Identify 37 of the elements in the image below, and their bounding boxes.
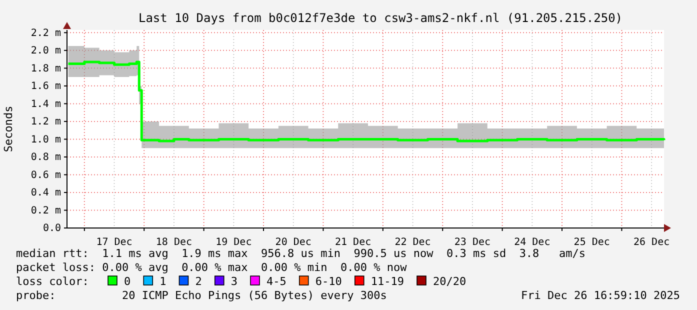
y-tick-label: 1.0 m xyxy=(30,134,61,146)
legend-label: 6-10 xyxy=(315,275,342,288)
y-axis-title: Seconds xyxy=(2,106,15,152)
y-tick-label: 1.4 m xyxy=(30,98,61,110)
y-tick-label: 0.4 m xyxy=(30,188,61,199)
y-tick-label: 0.0 xyxy=(42,223,61,234)
text: probe: 20 ICMP Echo Pings (56 Bytes) every 300s xyxy=(16,289,387,302)
x-tick-label: 17 Dec xyxy=(96,237,132,248)
legend-label: 20/20 xyxy=(433,275,466,288)
x-tick-label: 21 Dec xyxy=(335,237,372,248)
text: median rtt: 1.1 ms avg 1.9 ms max 956.8 us min 990.5 us now 0.3 ms sd 3.8 am/s xyxy=(16,247,586,260)
legend-label: 0 xyxy=(124,275,131,288)
y-tick-label: 1.2 m xyxy=(30,116,61,128)
chart-title: Last 10 Days from b0c012f7e3de to csw3-ams2-nkf.nl (91.205.215.250) xyxy=(138,11,623,25)
y-tick-label: 2.0 m xyxy=(30,46,61,57)
text: packet loss: 0.00 % avg 0.00 % max 0.00 % min 0.00 % now xyxy=(16,261,408,274)
legend-label: 1 xyxy=(160,275,166,288)
x-tick-label: 19 Dec xyxy=(216,237,252,248)
x-tick-label: 26 Dec xyxy=(634,237,670,248)
legend-label: 2 xyxy=(195,275,202,288)
x-tick-label: 20 Dec xyxy=(275,237,312,248)
x-tick-label: 22 Dec xyxy=(394,237,431,248)
legend-label: 3 xyxy=(230,275,238,288)
y-tick-label: 0.6 m xyxy=(30,170,61,181)
legend-label: 11-19 xyxy=(370,275,404,288)
y-tick-label: 0.2 m xyxy=(30,205,61,216)
legend-title: loss color: xyxy=(16,275,89,288)
y-tick-label: 1.6 m xyxy=(30,81,61,92)
x-tick-label: 24 Dec xyxy=(514,237,550,248)
x-tick-label: 25 Dec xyxy=(574,237,610,248)
y-tick-label: 2.2 m xyxy=(30,28,61,39)
y-tick-label: 1.8 m xyxy=(30,63,61,74)
x-tick-label: 18 Dec xyxy=(156,237,192,248)
y-tick-label: 0.8 m xyxy=(30,152,61,164)
x-tick-label: 23 Dec xyxy=(454,237,491,248)
legend-label: 4-5 xyxy=(266,275,286,288)
text: Fri Dec 26 16:59:10 2025 xyxy=(521,289,680,302)
